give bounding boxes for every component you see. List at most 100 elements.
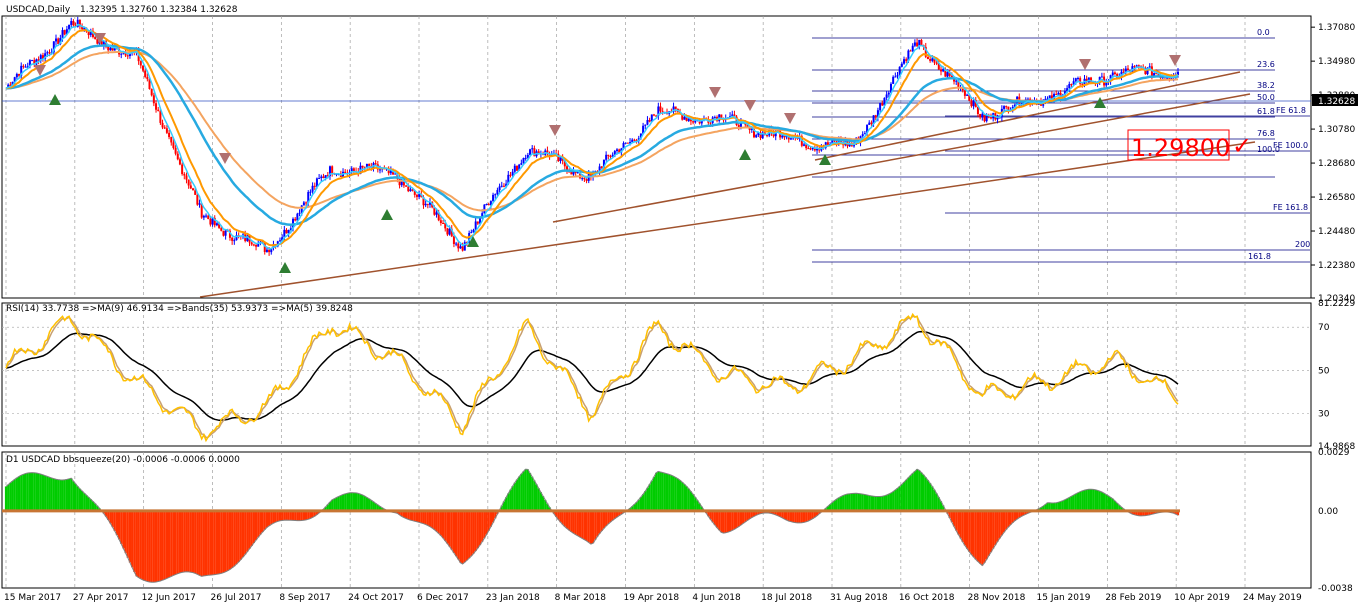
fib-level-label: 100.0	[1257, 145, 1280, 154]
bull-candle	[683, 116, 686, 120]
bull-candle	[270, 248, 273, 253]
bull-candle	[622, 143, 625, 149]
date-tick-label: 31 Aug 2018	[830, 593, 888, 603]
bull-candle	[853, 144, 856, 147]
bear-candle	[979, 114, 982, 118]
rsi-panel-frame	[1, 302, 1312, 447]
bear-candle	[41, 55, 44, 59]
bull-candle	[781, 135, 784, 138]
bear-candle	[937, 63, 940, 70]
price-bars	[7, 16, 1179, 256]
bull-candle	[318, 178, 321, 180]
bear-candle	[655, 115, 658, 117]
fib-level-label: 50.0	[1257, 93, 1275, 102]
bear-candle	[126, 55, 129, 57]
bull-candle	[215, 223, 218, 226]
bear-candle	[294, 218, 297, 221]
bear-candle	[407, 186, 410, 192]
bear-candle	[165, 128, 168, 133]
bear-candle	[457, 243, 460, 249]
buy-arrow-icon	[49, 94, 61, 105]
bull-candle	[879, 103, 882, 111]
bull-candle	[481, 213, 484, 218]
bear-candle	[185, 175, 188, 180]
bull-candle	[524, 157, 527, 159]
bull-candle	[531, 148, 534, 150]
bear-candle	[752, 127, 755, 138]
bull-candle	[911, 45, 914, 52]
bull-candle	[389, 170, 392, 174]
bull-candle	[429, 201, 432, 205]
bull-candle	[300, 205, 303, 213]
bear-candle	[48, 52, 51, 54]
bull-candle	[1068, 84, 1071, 89]
bull-candle	[650, 114, 653, 122]
bear-candle	[929, 58, 932, 61]
bull-candle	[672, 106, 675, 112]
bull-candle	[233, 240, 236, 242]
bear-candle	[874, 115, 877, 118]
bear-candle	[155, 103, 158, 110]
bull-candle	[1048, 95, 1051, 99]
bull-candle	[831, 139, 834, 144]
bull-candle	[265, 249, 268, 252]
bear-candle	[37, 59, 40, 61]
bull-candle	[789, 138, 792, 140]
bull-candle	[996, 117, 999, 120]
bull-candle	[28, 60, 31, 67]
bear-candle	[107, 46, 110, 51]
bear-candle	[935, 62, 938, 64]
bull-candle	[307, 192, 310, 203]
bear-candle	[72, 21, 75, 26]
squeeze-outline	[5, 468, 1179, 583]
bull-candle	[44, 53, 47, 59]
bull-candle	[61, 30, 64, 39]
bear-candle	[87, 31, 90, 36]
bear-candle	[870, 122, 873, 124]
current-price-tag	[1312, 94, 1358, 106]
bull-candle	[448, 228, 451, 235]
bear-candle	[689, 118, 692, 122]
bull-candle	[483, 204, 486, 214]
bull-candle	[739, 121, 742, 129]
bear-candle	[826, 142, 829, 146]
bear-candle	[1122, 71, 1125, 73]
bear-candle	[585, 178, 588, 181]
bear-candle	[759, 132, 762, 139]
bull-candle	[205, 215, 208, 217]
bear-candle	[659, 106, 662, 112]
bull-candle	[1013, 104, 1016, 107]
bear-candle	[720, 114, 723, 120]
fib-level-label: 23.6	[1257, 60, 1275, 69]
bull-candle	[211, 217, 214, 225]
bull-candle	[224, 230, 227, 236]
bear-candle	[181, 164, 184, 175]
bull-candle	[498, 186, 501, 191]
bear-candle	[78, 19, 81, 27]
date-tick-label: 8 Mar 2018	[555, 593, 607, 603]
bull-candle	[526, 154, 529, 158]
bear-candle	[105, 41, 108, 47]
bull-candle	[1066, 88, 1069, 92]
ohlc-readout: 1.32395 1.32760 1.32384 1.32628	[80, 5, 238, 15]
bear-candle	[91, 30, 94, 38]
bull-candle	[298, 212, 301, 214]
bear-candle	[502, 185, 505, 187]
bear-candle	[557, 153, 560, 162]
bull-candle	[46, 52, 49, 54]
bear-candle	[396, 173, 399, 179]
bear-candle	[1055, 93, 1058, 95]
bull-candle	[500, 185, 503, 187]
bull-candle	[624, 142, 627, 144]
bear-candle	[939, 69, 942, 72]
bear-candle	[579, 170, 582, 179]
date-tick-label: 19 Apr 2018	[624, 593, 680, 603]
bear-candle	[926, 56, 929, 59]
bull-candle	[848, 143, 851, 147]
bull-candle	[1074, 78, 1077, 82]
bear-candle	[218, 223, 221, 228]
bull-candle	[505, 183, 508, 187]
bear-candle	[322, 176, 325, 179]
